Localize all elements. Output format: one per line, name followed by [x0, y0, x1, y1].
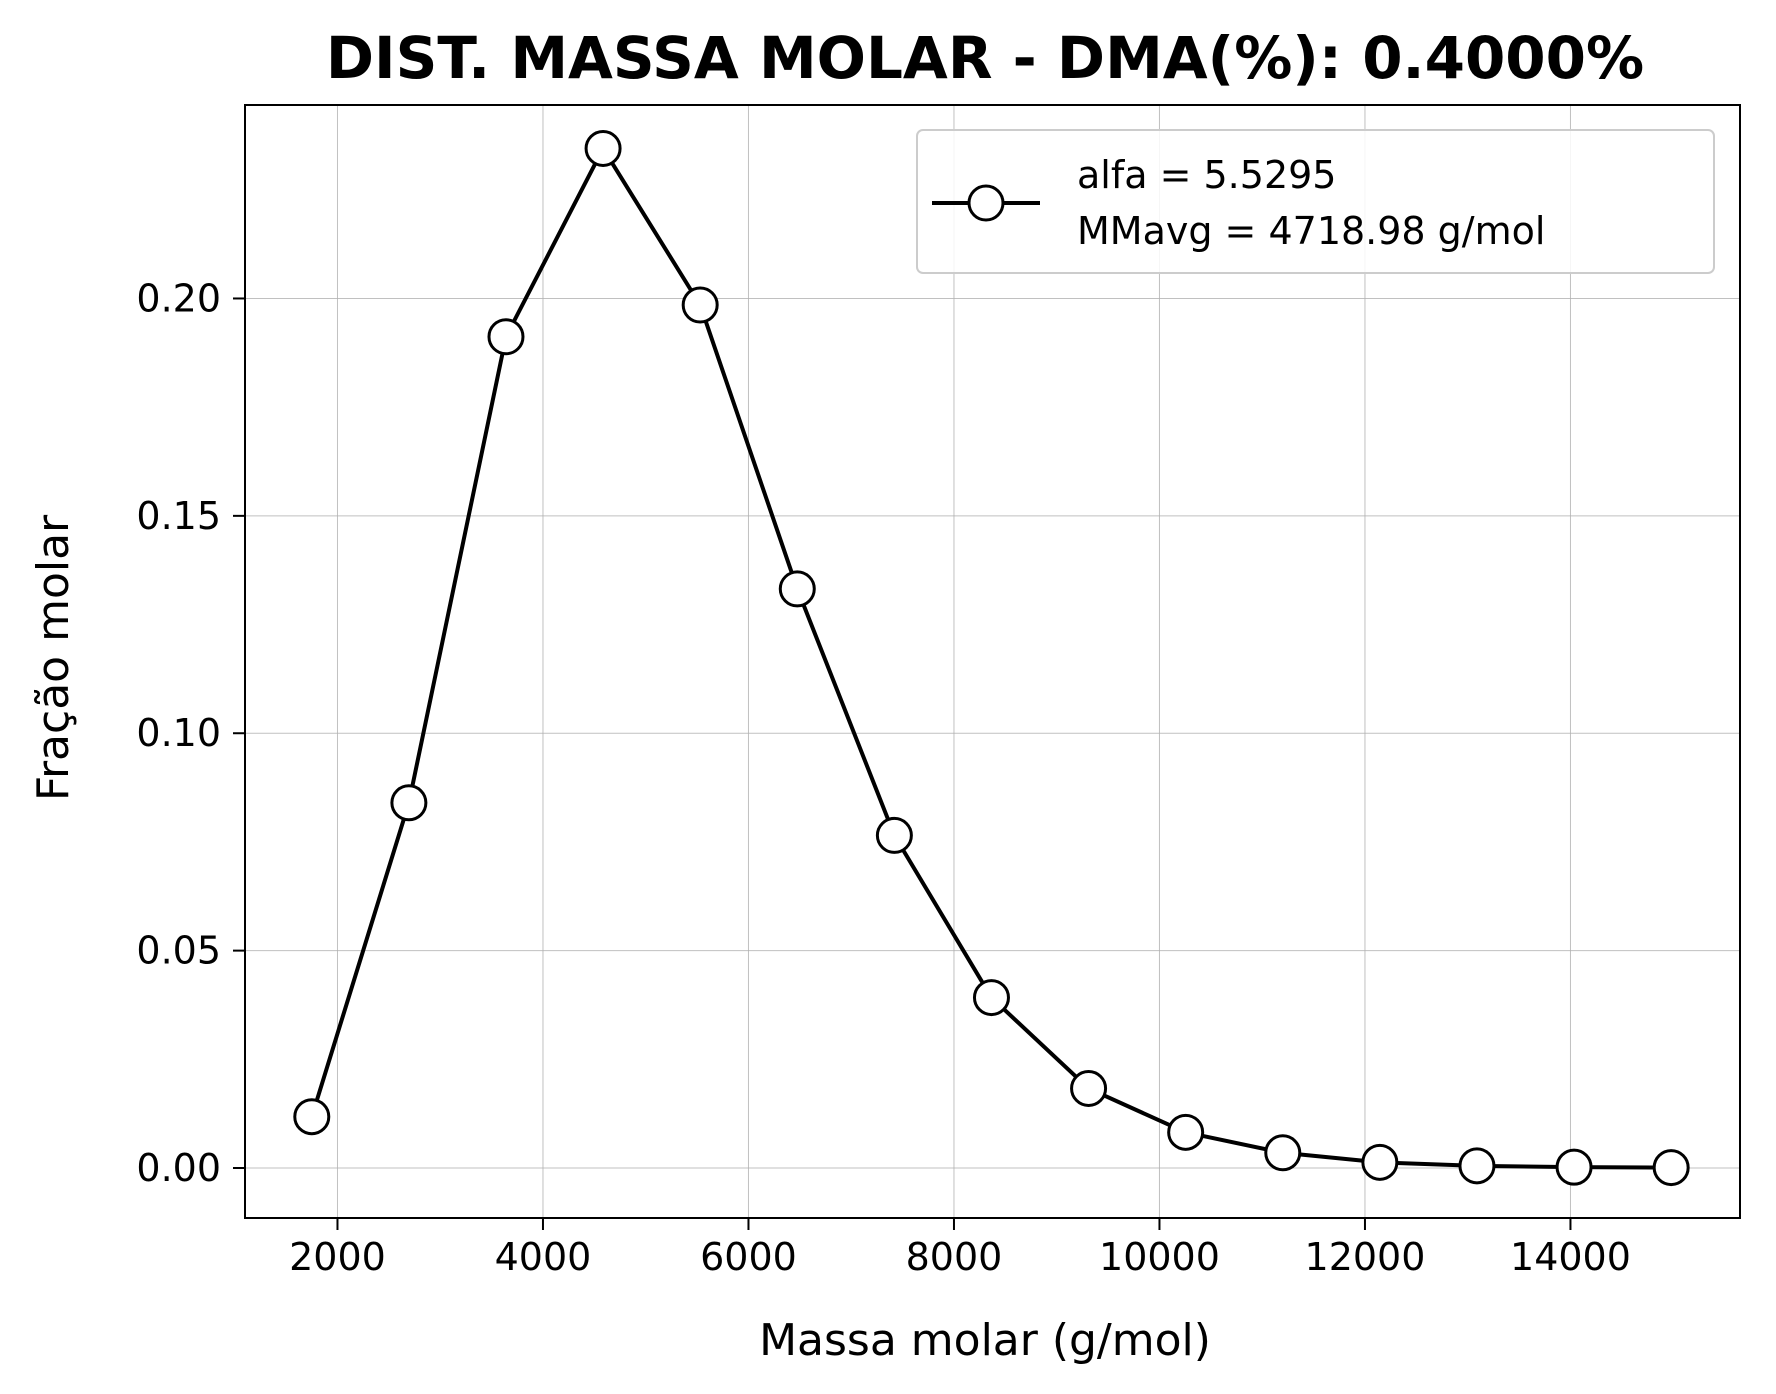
- legend-box: [916, 129, 1715, 274]
- chart-title: DIST. MASSA MOLAR - DMA(%): 0.4000%: [326, 24, 1644, 92]
- data-point: [584, 129, 622, 167]
- y-axis-label: Fração molar: [28, 514, 79, 801]
- grid: [245, 105, 1740, 1218]
- legend-entry-line-2: MMavg = 4718.98 g/mol: [1077, 209, 1545, 253]
- data-point: [487, 318, 525, 356]
- x-tick-label: 12000: [1305, 1235, 1426, 1279]
- legend-entry-line-1: alfa = 5.5295: [1077, 153, 1336, 197]
- x-axis-label: Massa molar (g/mol): [759, 1315, 1211, 1366]
- data-point: [875, 816, 913, 854]
- data-point: [1652, 1149, 1690, 1187]
- x-tick-label: 10000: [1099, 1235, 1220, 1279]
- data-point: [681, 286, 719, 324]
- data-point: [1167, 1113, 1205, 1151]
- y-tick-label: 0.10: [136, 711, 221, 755]
- y-tick-label: 0.00: [136, 1146, 221, 1190]
- data-point: [1070, 1069, 1108, 1107]
- data-point: [1264, 1134, 1302, 1172]
- y-tick-label: 0.15: [136, 494, 221, 538]
- x-tick-label: 6000: [700, 1235, 797, 1279]
- x-tick-label: 4000: [495, 1235, 592, 1279]
- data-point: [1361, 1143, 1399, 1181]
- x-tick-label: 2000: [289, 1235, 386, 1279]
- data-point: [778, 570, 816, 608]
- data-point: [390, 784, 428, 822]
- data-point: [1458, 1147, 1496, 1185]
- data-point: [1555, 1148, 1593, 1186]
- x-tick-label: 8000: [906, 1235, 1003, 1279]
- data-points: [293, 129, 1690, 1187]
- y-tick-label: 0.05: [136, 929, 221, 973]
- plot-frame: [244, 104, 1741, 1219]
- data-point: [972, 979, 1010, 1017]
- legend: alfa = 5.5295 MMavg = 4718.98 g/mol: [916, 129, 1715, 274]
- x-axis: 2000 4000 6000 8000 10000 12000 14000: [289, 1218, 1631, 1279]
- y-tick-label: 0.20: [136, 276, 221, 320]
- x-tick-label: 14000: [1510, 1235, 1631, 1279]
- y-axis: 0.00 0.05 0.10 0.15 0.20: [136, 276, 245, 1190]
- legend-marker-sample: [967, 184, 1005, 222]
- data-point: [293, 1098, 331, 1136]
